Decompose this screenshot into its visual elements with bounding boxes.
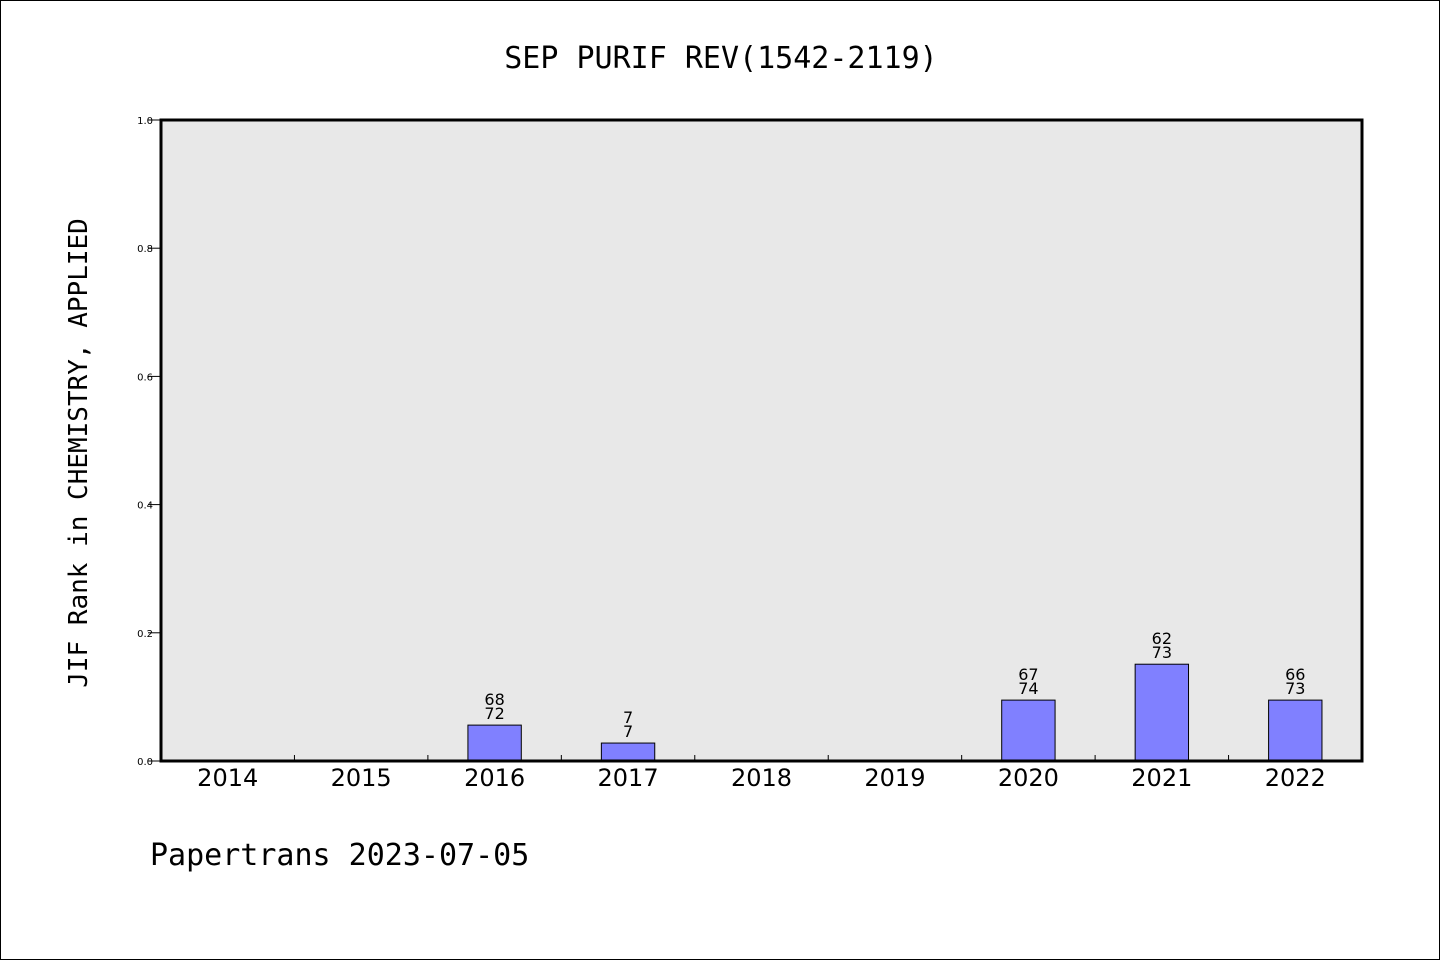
bar-label-rank: 62 [1152,629,1172,648]
y-tick-label: 0.8 [137,244,153,255]
y-axis-label: JIF Rank in CHEMISTRY, APPLIED [64,218,94,688]
bar-label-rank: 66 [1285,665,1305,684]
footer-text: Papertrans 2023-07-05 [150,838,529,873]
x-tick-label: 2017 [598,764,659,792]
bar [1268,699,1323,762]
bar-label-total: 73 [1152,643,1172,662]
plot-area [161,120,1362,761]
y-tick-label: 0.4 [137,501,153,512]
bar-label-rank: 68 [484,690,504,709]
x-tick-label: 2019 [864,764,925,792]
bar-label-total: 72 [484,704,504,723]
plot-border [159,118,1364,763]
y-tick-label: 0.0 [137,757,153,768]
x-axis-ticks: 2014 2015 2016 2017 2018 2019 2020 2021 2022 [197,755,1326,792]
x-tick-label: 2018 [731,764,792,792]
bar-label-total: 74 [1018,679,1038,698]
bar [1134,663,1190,762]
x-tick-label: 2014 [197,764,258,792]
x-tick-label: 2021 [1131,764,1192,792]
x-tick-label: 2020 [998,764,1059,792]
y-axis-ticks: 0.0 0.2 0.4 0.6 0.8 1.0 [137,116,161,768]
y-tick-label: 0.6 [137,372,153,383]
x-tick-label: 2022 [1265,764,1326,792]
y-tick-label: 1.0 [137,116,153,127]
x-tick-label: 2016 [464,764,525,792]
x-tick-label: 2015 [331,764,392,792]
bar-label-rank: 67 [1018,665,1038,684]
bar [1001,699,1056,762]
bar [467,724,522,762]
bar-label-total: 7 [623,722,633,741]
bar [600,742,656,762]
chart-title: SEP PURIF REV(1542-2119) [504,41,937,76]
bar-label-rank: 7 [623,708,633,727]
bar-label-total: 73 [1285,679,1305,698]
y-tick-label: 0.2 [137,629,153,640]
